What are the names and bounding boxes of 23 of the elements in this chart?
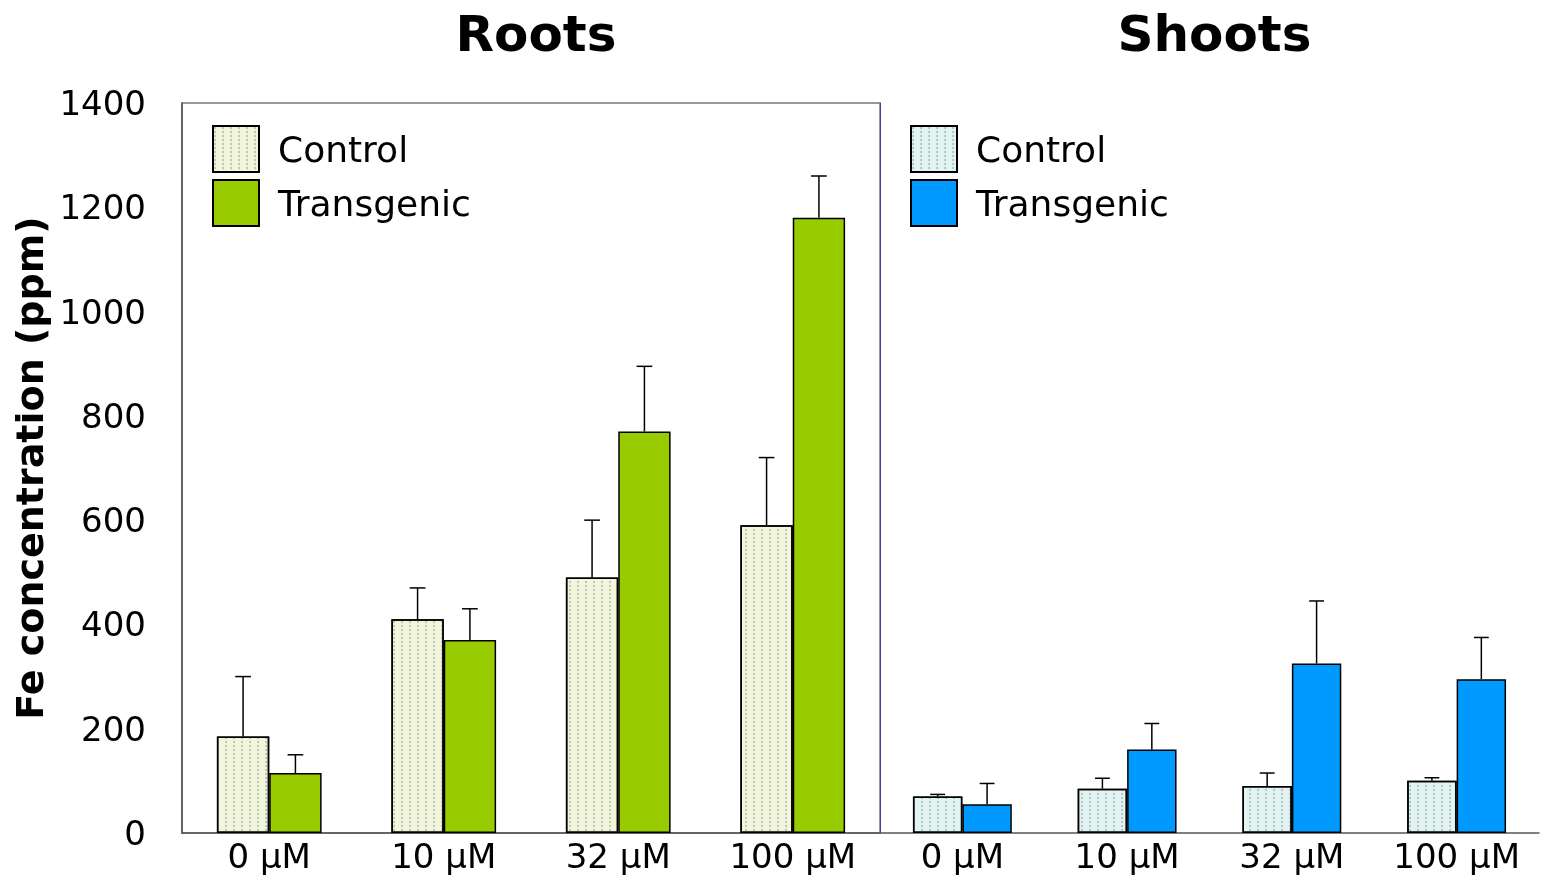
chart-title: Roots [455,5,617,63]
y-axis-title: Fe concentration (ppm) [7,216,52,720]
x-tick-label: 10 μM [391,836,497,876]
x-tick-label: 0 μM [920,836,1005,876]
x-tick-label: 100 μM [1393,836,1520,876]
y-tick-label: 1200 [59,187,146,228]
legend-label: Control [278,128,409,170]
x-tick-label: 32 μM [1239,836,1345,876]
legend-label: Transgenic [277,182,471,224]
x-tick-label: 100 μM [729,836,857,876]
y-tick-label: 0 [124,813,146,853]
y-tick-label: 1000 [59,291,146,332]
legend-label: Control [976,128,1107,170]
legend-label: Transgenic [975,182,1169,224]
x-tick-label: 32 μM [565,836,671,876]
chart-title: Shoots [1117,5,1312,63]
y-tick-label: 400 [81,604,146,645]
y-tick-label: 1400 [59,83,146,123]
y-tick-label: 600 [81,500,146,541]
y-tick-label: 800 [81,395,146,436]
x-tick-label: 10 μM [1074,836,1180,876]
y-tick-label: 200 [81,708,146,749]
x-tick-label: 0 μM [227,836,311,876]
